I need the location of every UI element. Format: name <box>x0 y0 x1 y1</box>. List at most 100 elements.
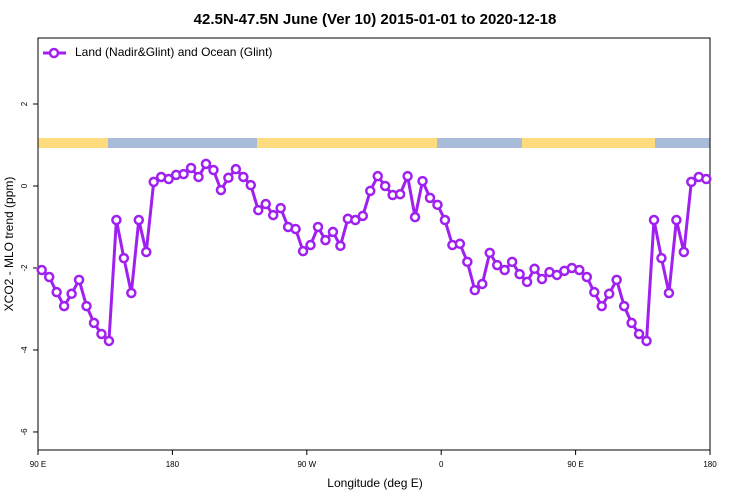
data-point <box>514 268 525 280</box>
y-tick-label: -4 <box>20 346 29 354</box>
data-point <box>671 214 682 226</box>
data-point <box>88 317 100 329</box>
data-point <box>439 214 451 226</box>
data-point <box>618 300 630 312</box>
data-point <box>193 171 204 183</box>
data-point <box>290 223 301 235</box>
data-point <box>312 221 324 233</box>
data-point <box>633 328 645 340</box>
surface-strip <box>38 138 710 148</box>
x-tick-label: 180 <box>703 460 717 469</box>
x-axis-label: Longitude (deg E) <box>327 476 422 490</box>
chart-title: 42.5N-47.5N June (Ver 10) 2015-01-01 to … <box>194 11 557 28</box>
data-point <box>656 252 667 264</box>
data-point <box>200 158 212 170</box>
data-point <box>409 211 421 223</box>
y-tick-label: -6 <box>20 428 29 436</box>
data-point <box>596 300 607 312</box>
data-point <box>320 234 331 246</box>
legend-marker <box>48 47 60 59</box>
x-tick-label: 90 E <box>567 460 583 469</box>
land-segment <box>522 138 655 148</box>
data-point <box>379 180 391 192</box>
data-point <box>43 271 55 283</box>
data-point <box>297 245 309 257</box>
data-point <box>245 179 257 191</box>
data-point <box>148 176 159 188</box>
data-point <box>327 226 339 238</box>
data-point <box>350 214 361 226</box>
data-point <box>238 171 249 183</box>
data-point <box>603 288 615 300</box>
legend-label: Land (Nadir&Glint) and Ocean (Glint) <box>75 45 272 59</box>
ocean-segment <box>437 138 522 148</box>
y-axis-label: XCO2 - MLO trend (ppm) <box>2 177 16 312</box>
data-point <box>394 188 406 200</box>
data-point <box>163 173 174 185</box>
data-point <box>626 317 637 329</box>
y-tick-label: 2 <box>20 101 29 106</box>
data-point <box>260 198 271 210</box>
data-point <box>484 247 495 259</box>
data-point <box>663 287 675 299</box>
data-point <box>611 274 622 286</box>
data-point <box>66 288 77 300</box>
data-point <box>230 163 242 175</box>
data-point <box>589 286 600 298</box>
data-point <box>58 300 70 312</box>
data-point <box>111 214 122 226</box>
data-point <box>96 328 107 340</box>
data-point <box>335 240 346 252</box>
data-point <box>648 214 660 226</box>
data-point <box>81 300 92 312</box>
data-point <box>491 259 503 271</box>
data-point <box>529 263 540 275</box>
data-point <box>536 273 548 285</box>
data-point <box>686 176 697 188</box>
data-point <box>701 173 712 185</box>
data-point <box>267 209 279 221</box>
land-segment <box>257 138 437 148</box>
data-point <box>499 264 510 276</box>
y-tick-label: -2 <box>20 264 29 272</box>
data-point <box>36 264 47 276</box>
data-point <box>372 170 383 182</box>
data-point <box>521 276 533 288</box>
data-point <box>454 238 466 250</box>
data-point <box>357 210 369 222</box>
data-point <box>253 204 264 216</box>
data-point <box>73 274 85 286</box>
data-point <box>462 256 473 268</box>
x-tick-label: 0 <box>439 460 444 469</box>
data-point <box>185 162 197 174</box>
data-point <box>103 335 115 347</box>
data-point <box>305 239 316 251</box>
plot-frame <box>37 37 711 451</box>
data-point <box>551 269 563 281</box>
data-point <box>469 284 481 296</box>
data-point <box>574 264 585 276</box>
data-point <box>215 184 227 196</box>
data-point <box>275 202 286 214</box>
data-point <box>126 287 137 299</box>
data-point <box>417 175 428 187</box>
x-tick-label: 180 <box>166 460 180 469</box>
data-point <box>581 271 593 283</box>
y-tick-label: 0 <box>20 183 29 188</box>
data-point <box>506 256 518 268</box>
x-tick-label: 90 W <box>297 460 316 469</box>
ocean-segment <box>655 138 710 148</box>
data-point <box>432 199 443 211</box>
data-point <box>133 214 145 226</box>
data-point <box>223 172 234 184</box>
data-point <box>51 286 62 298</box>
data-point <box>141 246 152 258</box>
data-point <box>365 185 376 197</box>
land-segment <box>38 138 108 148</box>
data-point <box>402 170 413 182</box>
data-point <box>678 246 690 258</box>
data-point <box>477 278 488 290</box>
data-point <box>424 192 436 204</box>
